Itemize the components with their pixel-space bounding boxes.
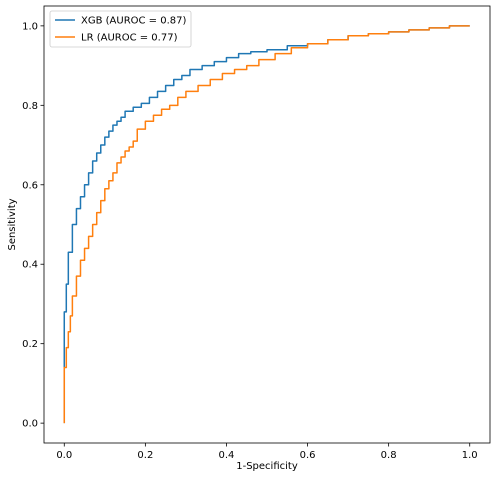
- x-tick-label: 0.0: [56, 450, 72, 461]
- x-tick-label: 0.4: [219, 450, 235, 461]
- plot-area: [43, 5, 491, 444]
- series-layer: [63, 25, 470, 424]
- y-tick-label: 0.8: [22, 101, 38, 112]
- x-tick-label: 0.6: [300, 450, 316, 461]
- y-tick-label: 0.0: [22, 419, 38, 430]
- y-tick-label: 0.6: [22, 180, 38, 191]
- series-line-lr: [63, 25, 470, 424]
- legend: XGB (AUROC = 0.87) LR (AUROC = 0.77): [49, 10, 192, 48]
- legend-label-lr: LR (AUROC = 0.77): [81, 33, 178, 44]
- x-tick-label: 0.8: [381, 450, 397, 461]
- legend-label-xgb: XGB (AUROC = 0.87): [81, 16, 187, 27]
- x-tick-label: 0.2: [137, 450, 153, 461]
- legend-box: [49, 10, 192, 48]
- y-axis-label: Sensitivity: [7, 198, 18, 250]
- x-axis-ticks: 0.0 0.2 0.4 0.6 0.8 1.0: [56, 443, 478, 461]
- x-axis-label: 1-Specificity: [236, 461, 298, 472]
- y-axis-ticks: 0.0 0.2 0.4 0.6 0.8 1.0: [22, 21, 44, 430]
- y-tick-label: 1.0: [22, 21, 38, 32]
- x-tick-label: 1.0: [462, 450, 478, 461]
- y-tick-label: 0.4: [22, 260, 38, 271]
- y-tick-label: 0.2: [22, 339, 38, 350]
